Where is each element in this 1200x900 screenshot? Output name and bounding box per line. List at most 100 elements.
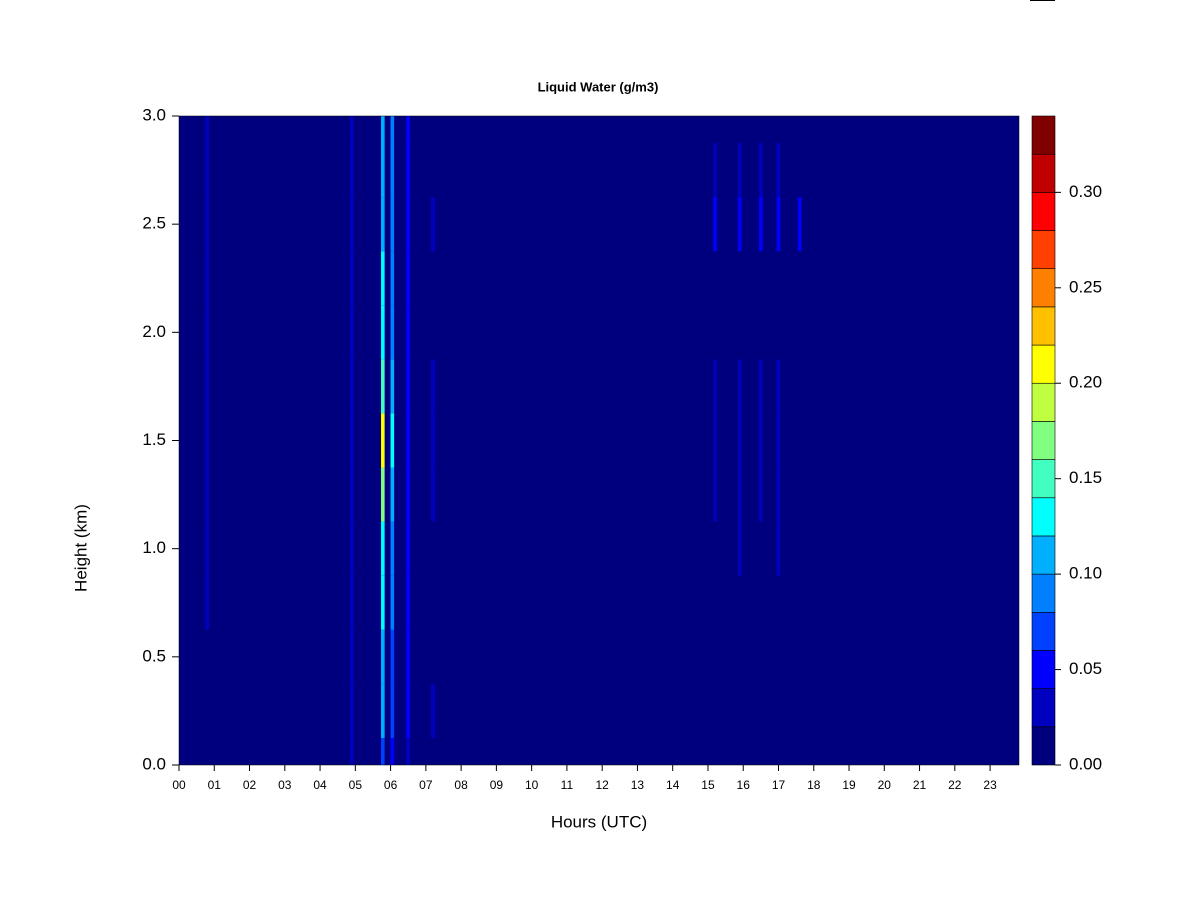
- heatmap-cell: [759, 359, 763, 414]
- heatmap-cell: [431, 521, 435, 576]
- heatmap-cell: [431, 197, 435, 252]
- heatmap-cell: [205, 629, 210, 684]
- heatmap-cell: [737, 116, 742, 144]
- x-tick-label: 14: [666, 778, 680, 792]
- heatmap-cell: [406, 305, 411, 360]
- colorbar-segment: [1031, 115, 1056, 155]
- x-tick-label: 02: [243, 778, 257, 792]
- heatmap-cell: [381, 413, 385, 468]
- heatmap-cell: [737, 521, 742, 576]
- heatmap-cell: [390, 467, 395, 522]
- heatmap-cell: [381, 683, 385, 738]
- heatmap-cell: [776, 116, 781, 144]
- heatmap-cell: [349, 575, 354, 630]
- heatmap-cell: [390, 575, 395, 630]
- heatmap-cell: [349, 359, 354, 414]
- heatmap-cell: [776, 251, 781, 306]
- heatmap-cell: [381, 629, 385, 684]
- heatmap-cell: [205, 116, 210, 144]
- heatmap-cell: [349, 521, 354, 576]
- heatmap-cell: [776, 467, 781, 522]
- heatmap-cell: [406, 467, 411, 522]
- colorbar-segment: [1031, 306, 1056, 346]
- colorbar-tick-label: 0.00: [1069, 754, 1102, 773]
- heatmap-cell: [759, 521, 763, 576]
- heatmap-cell: [406, 521, 411, 576]
- heatmap-cell: [349, 305, 354, 360]
- chart-title: Liquid Water (g/m3): [538, 79, 659, 94]
- heatmap-cell: [713, 575, 717, 630]
- heatmap-cell: [759, 305, 763, 360]
- colorbar-segment: [1031, 497, 1056, 537]
- heatmap-cell: [776, 359, 781, 414]
- heatmap-cell: [713, 116, 717, 144]
- heatmap-cell: [349, 197, 354, 252]
- heatmap-cell: [390, 413, 395, 468]
- heatmap-cell: [406, 251, 411, 306]
- x-tick-label: 21: [913, 778, 927, 792]
- heatmap-cell: [713, 359, 717, 414]
- heatmap-cell: [349, 143, 354, 198]
- heatmap-cell: [797, 251, 802, 306]
- heatmap-cell: [381, 251, 385, 306]
- heatmap-cell: [205, 305, 210, 360]
- heatmap-cell: [737, 143, 742, 198]
- heatmap-cell: [776, 737, 781, 765]
- heatmap-cell: [776, 143, 781, 198]
- heatmap-cell: [797, 575, 802, 630]
- heatmap-cell: [390, 197, 395, 252]
- y-tick-label: 2.5: [142, 214, 166, 233]
- heatmap-cell: [431, 143, 435, 198]
- x-tick-label: 17: [772, 778, 786, 792]
- heatmap-cell: [349, 467, 354, 522]
- heatmap-cell: [737, 305, 742, 360]
- heatmap-cell: [776, 305, 781, 360]
- heatmap-cell: [205, 467, 210, 522]
- colorbar-segment: [1031, 382, 1056, 422]
- x-tick-label: 00: [172, 778, 186, 792]
- x-tick-label: 11: [561, 778, 574, 792]
- heatmap-cell: [406, 629, 411, 684]
- heatmap-cell: [406, 197, 411, 252]
- heatmap-cell: [205, 521, 210, 576]
- heatmap-cell: [737, 575, 742, 630]
- heatmap-cell: [205, 251, 210, 306]
- colorbar-tick-label: 0.30: [1069, 182, 1102, 201]
- heatmap-cell: [797, 116, 802, 144]
- heatmap-cell: [759, 413, 763, 468]
- heatmap-cell: [776, 197, 781, 252]
- x-tick-label: 16: [737, 778, 751, 792]
- heatmap-cell: [431, 737, 435, 765]
- heatmap-cell: [381, 737, 385, 765]
- heatmap-cell: [797, 521, 802, 576]
- heatmap-cell: [390, 251, 395, 306]
- heatmap-cell: [205, 737, 210, 765]
- heatmap-cell: [713, 305, 717, 360]
- heatmap-cell: [797, 359, 802, 414]
- heatmap-cell: [797, 737, 802, 765]
- heatmap-cell: [713, 737, 717, 765]
- heatmap-cell: [349, 413, 354, 468]
- heatmap-cell: [390, 629, 395, 684]
- heatmap-cell: [381, 143, 385, 198]
- heatmap-cell: [406, 413, 411, 468]
- heatmap-cell: [776, 413, 781, 468]
- heatmap-cell: [759, 467, 763, 522]
- colorbar-segment: [1031, 611, 1056, 651]
- heatmap-cell: [737, 251, 742, 306]
- colorbar-segment: [1031, 153, 1056, 193]
- heatmap-cell: [205, 359, 210, 414]
- heatmap-cell: [759, 575, 763, 630]
- heatmap-cell: [737, 359, 742, 414]
- heatmap-cell: [759, 143, 763, 198]
- colorbar-segment: [1031, 421, 1056, 460]
- colorbar-tick-label: 0.10: [1069, 564, 1102, 583]
- colorbar-segment: [1031, 459, 1056, 499]
- colorbar-segment: [1031, 192, 1056, 231]
- heatmap-cell: [349, 116, 354, 144]
- colorbar-tick-label: 0.15: [1069, 468, 1102, 487]
- heatmap-cell: [205, 575, 210, 630]
- heatmap-cell: [713, 683, 717, 738]
- colorbar-segment: [1031, 573, 1056, 613]
